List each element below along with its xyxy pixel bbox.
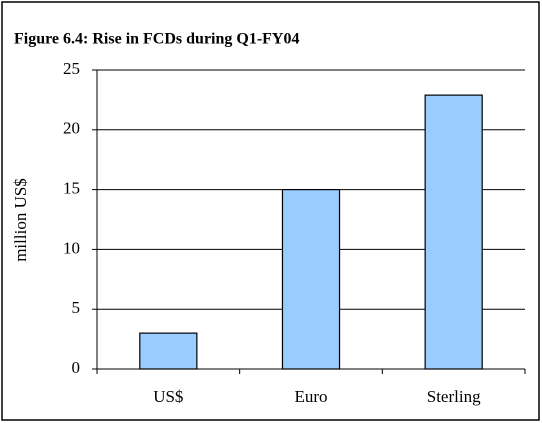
y-axis-label: million US$ (11, 178, 30, 262)
bar (139, 332, 198, 370)
y-tick-label: 0 (72, 358, 81, 377)
y-tick-label: 15 (63, 179, 80, 198)
bar (281, 189, 341, 370)
y-tick-label: 25 (63, 59, 80, 78)
x-tick-label: US$ (153, 387, 183, 406)
x-tick-label: Sterling (427, 387, 481, 406)
x-tick-label: Euro (294, 387, 327, 406)
y-tick-label: 10 (63, 238, 80, 257)
chart-title: Figure 6.4: Rise in FCDs during Q1-FY04 (14, 31, 299, 48)
bar (424, 94, 483, 370)
y-tick-label: 5 (72, 298, 81, 317)
y-tick-label: 20 (63, 119, 80, 138)
